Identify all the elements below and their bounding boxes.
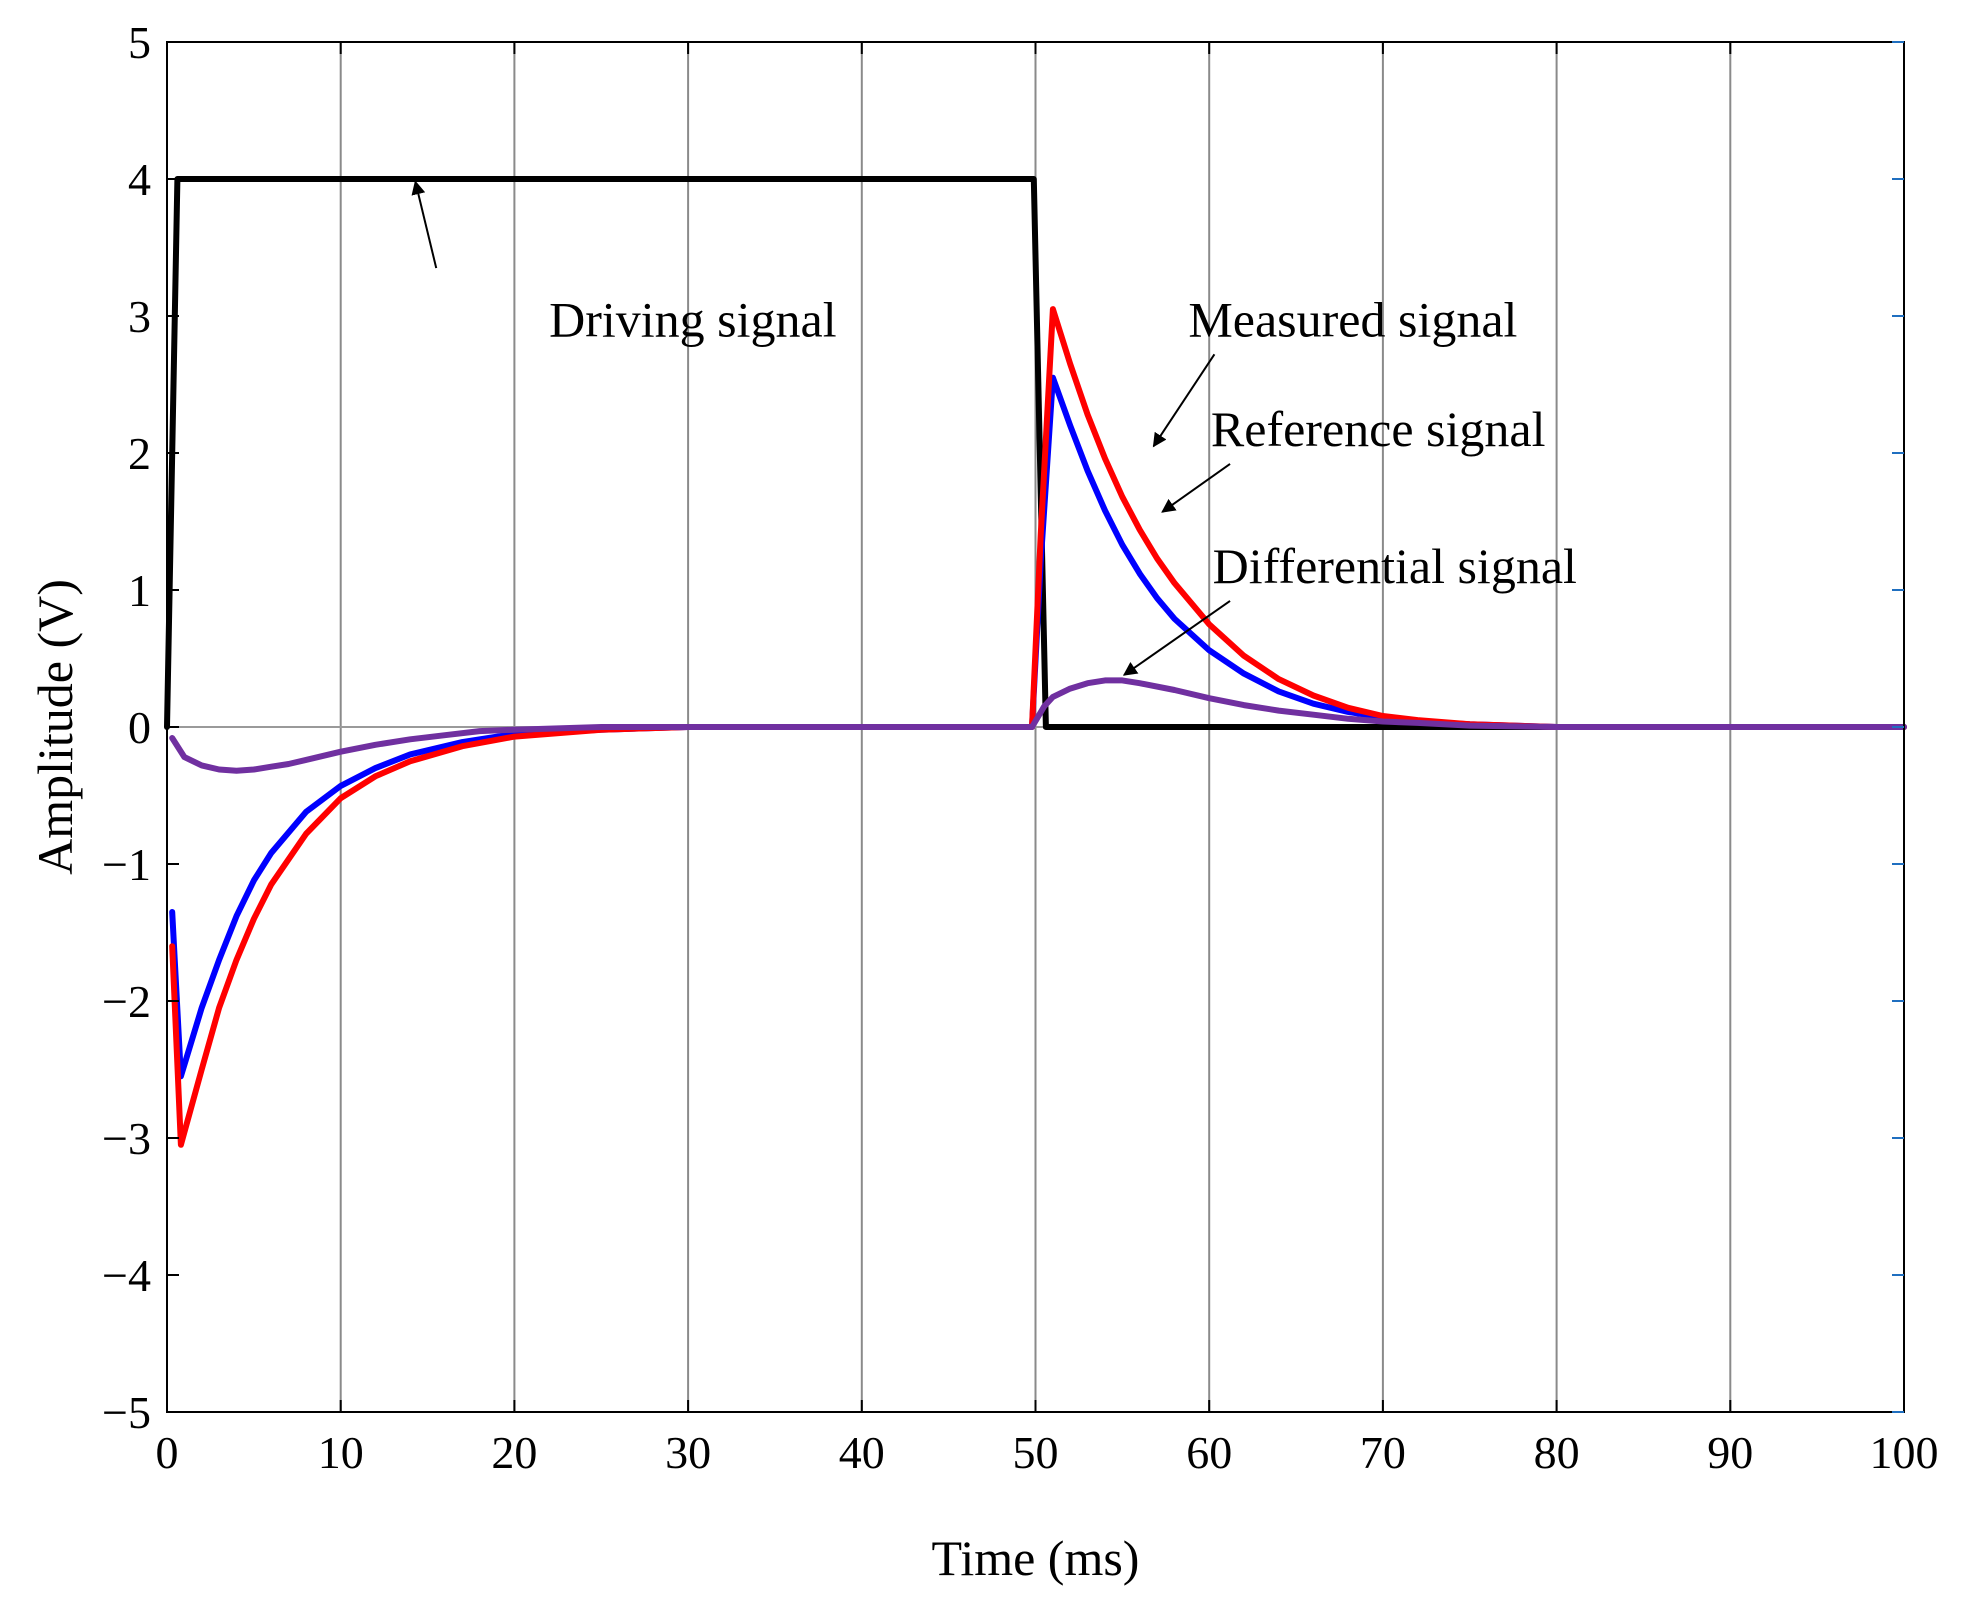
differential-signal-label: Differential signal <box>1213 538 1577 594</box>
x-tick-label: 0 <box>156 1427 179 1478</box>
x-tick-label: 40 <box>839 1427 885 1478</box>
x-tick-label: 90 <box>1707 1427 1753 1478</box>
annotations: Driving signal Measured signal Reference s… <box>411 180 1577 676</box>
x-tick-label: 100 <box>1870 1427 1939 1478</box>
y-tick-label: 2 <box>128 428 151 479</box>
y-axis-title: Amplitude (V) <box>27 579 83 875</box>
x-tick-label: 50 <box>1013 1427 1059 1478</box>
y-tick-label: −5 <box>102 1387 151 1438</box>
x-tick-label: 80 <box>1534 1427 1580 1478</box>
plot-series <box>164 176 1907 1148</box>
measured-signal-label: Measured signal <box>1188 292 1517 348</box>
y-tick-label: −2 <box>102 976 151 1027</box>
driving-signal-line <box>164 176 1907 730</box>
x-tick-label: 10 <box>318 1427 364 1478</box>
x-tick-label: 30 <box>665 1427 711 1478</box>
y-tick-label: 5 <box>128 17 151 68</box>
y-tick-label: 4 <box>128 154 151 205</box>
differential-signal-arrow <box>1122 600 1231 676</box>
measured-signal-arrow <box>1152 353 1216 448</box>
x-tick-label: 60 <box>1186 1427 1232 1478</box>
x-tick-label: 70 <box>1360 1427 1406 1478</box>
reference-signal-arrow <box>1161 463 1231 513</box>
y-tick-label: 0 <box>128 702 151 753</box>
y-tick-label: −1 <box>102 839 151 890</box>
driving-signal-label: Driving signal <box>549 292 836 348</box>
y-tick-label: −3 <box>102 1113 151 1164</box>
x-axis-title: Time (ms) <box>932 1530 1140 1586</box>
reference-signal-label: Reference signal <box>1211 401 1546 457</box>
y-tick-label: −4 <box>102 1250 151 1301</box>
differential-signal-line <box>169 677 1907 774</box>
measured-signal-line <box>169 306 1907 1148</box>
y-tick-label: 3 <box>128 291 151 342</box>
driving-signal-arrow <box>411 180 438 269</box>
y-tick-label: 1 <box>128 565 151 616</box>
x-tick-label: 20 <box>491 1427 537 1478</box>
